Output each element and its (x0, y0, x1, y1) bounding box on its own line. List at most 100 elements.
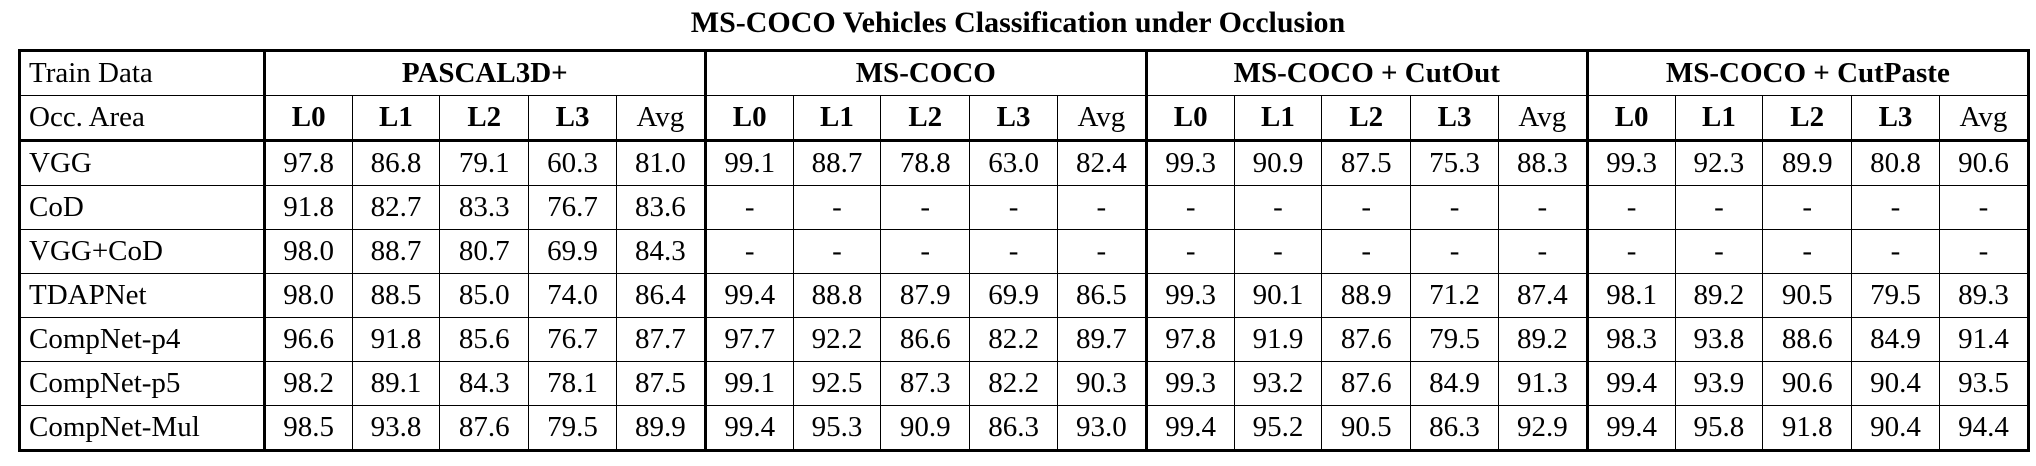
method-name: TDAPNet (18, 273, 265, 318)
method-name: CoD (18, 185, 265, 230)
method-name: CompNet-p5 (18, 361, 265, 406)
score-cell: 99.4 (1144, 405, 1235, 452)
score-cell: 84.9 (1410, 361, 1499, 406)
score-cell: - (703, 229, 794, 274)
score-cell: 90.1 (1233, 273, 1323, 318)
level-header: L2 (1762, 95, 1853, 141)
score-cell: 88.8 (792, 273, 882, 318)
score-cell: 99.4 (1585, 361, 1676, 406)
score-cell: 99.3 (1144, 139, 1235, 186)
score-cell: 87.4 (1497, 273, 1588, 318)
level-header: L1 (1674, 95, 1764, 141)
score-cell: 88.5 (351, 273, 441, 318)
score-cell: 88.3 (1497, 139, 1588, 186)
table-row: CompNet-p4 96.6 91.8 85.6 76.7 87.7 97.7 92.2 86… (18, 317, 2031, 362)
score-cell: 87.3 (880, 361, 971, 406)
score-cell: 91.8 (351, 317, 441, 362)
table-row: CompNet-p5 98.2 89.1 84.3 78.1 87.5 99.1 92.5 87… (18, 361, 2031, 406)
score-cell: 98.0 (262, 229, 353, 274)
score-cell: 82.2 (969, 317, 1058, 362)
score-cell: 86.8 (351, 139, 441, 186)
score-cell: 71.2 (1410, 273, 1499, 318)
score-cell: - (1410, 185, 1499, 230)
score-cell: 91.8 (262, 185, 353, 230)
score-cell: 95.3 (792, 405, 882, 452)
score-cell: 89.9 (615, 405, 706, 452)
score-cell: - (703, 185, 794, 230)
results-table: Train Data PASCAL3D+ MS-COCO MS-COCO + C… (18, 49, 2031, 452)
table-row: VGG+CoD 98.0 88.7 80.7 69.9 84.3- - - - - - - - - - - - -… (18, 229, 2031, 274)
score-cell: - (969, 229, 1058, 274)
level-header: L1 (792, 95, 882, 141)
score-cell: 69.9 (969, 273, 1058, 318)
score-cell: - (1851, 229, 1940, 274)
score-cell: 90.9 (880, 405, 971, 452)
score-cell: 82.7 (351, 185, 441, 230)
score-cell: 91.3 (1497, 361, 1588, 406)
score-cell: 90.4 (1851, 405, 1940, 452)
score-cell: - (1497, 229, 1588, 274)
occ-area-label: Occ. Area (18, 95, 265, 141)
table-row: CompNet-Mul 98.5 93.8 87.6 79.5 89.9 99.4 95.3 9… (18, 405, 2031, 452)
score-cell: - (1674, 185, 1764, 230)
score-cell: 87.7 (615, 317, 706, 362)
table-row: CoD 91.8 82.7 83.3 76.7 83.6- - - - - - - - - - - - - - - (18, 185, 2031, 230)
score-cell: 79.5 (528, 405, 617, 452)
level-header: Avg (1497, 95, 1588, 141)
score-cell: 82.2 (969, 361, 1058, 406)
score-cell: 98.3 (1585, 317, 1676, 362)
score-cell: - (880, 229, 971, 274)
score-cell: - (1674, 229, 1764, 274)
score-cell: - (1321, 229, 1412, 274)
score-cell: 87.6 (439, 405, 530, 452)
score-cell: 80.8 (1851, 139, 1940, 186)
group-header: MS-COCO (703, 49, 1147, 96)
score-cell: - (1585, 185, 1676, 230)
score-cell: 86.3 (1410, 405, 1499, 452)
score-cell: 69.9 (528, 229, 617, 274)
score-cell: - (1233, 229, 1323, 274)
score-cell: 98.2 (262, 361, 353, 406)
level-header: L3 (969, 95, 1058, 141)
score-cell: 89.2 (1497, 317, 1588, 362)
score-cell: 86.5 (1056, 273, 1147, 318)
score-cell: 93.8 (351, 405, 441, 452)
score-cell: 97.8 (1144, 317, 1235, 362)
level-header: L0 (262, 95, 353, 141)
level-header: L0 (1585, 95, 1676, 141)
score-cell: 86.6 (880, 317, 971, 362)
score-cell: - (1762, 229, 1853, 274)
score-cell: 79.1 (439, 139, 530, 186)
score-cell: 93.8 (1674, 317, 1764, 362)
score-cell: 91.4 (1938, 317, 2031, 362)
score-cell: 98.5 (262, 405, 353, 452)
score-cell: 82.4 (1056, 139, 1147, 186)
score-cell: 92.2 (792, 317, 882, 362)
score-cell: - (1585, 229, 1676, 274)
score-cell: 79.5 (1851, 273, 1940, 318)
score-cell: 78.8 (880, 139, 971, 186)
score-cell: 76.7 (528, 185, 617, 230)
score-cell: 92.9 (1497, 405, 1588, 452)
score-cell: 91.9 (1233, 317, 1323, 362)
score-cell: 97.7 (703, 317, 794, 362)
score-cell: 90.4 (1851, 361, 1940, 406)
level-header: Avg (1938, 95, 2031, 141)
score-cell: 93.9 (1674, 361, 1764, 406)
method-name: VGG+CoD (18, 229, 265, 274)
score-cell: 90.3 (1056, 361, 1147, 406)
score-cell: 92.3 (1674, 139, 1764, 186)
score-cell: 74.0 (528, 273, 617, 318)
score-cell: 96.6 (262, 317, 353, 362)
score-cell: 90.5 (1762, 273, 1853, 318)
score-cell: 99.3 (1144, 361, 1235, 406)
score-cell: 60.3 (528, 139, 617, 186)
score-cell: 85.6 (439, 317, 530, 362)
level-header: L2 (880, 95, 971, 141)
score-cell: 90.6 (1938, 139, 2031, 186)
score-cell: - (1497, 185, 1588, 230)
score-cell: - (1056, 185, 1147, 230)
group-header: MS-COCO + CutPaste (1585, 49, 2031, 96)
score-cell: 79.5 (1410, 317, 1499, 362)
